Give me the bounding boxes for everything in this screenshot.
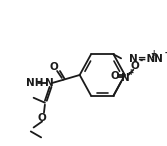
Text: +: + (127, 68, 134, 77)
Text: -: - (139, 56, 142, 65)
Text: O: O (110, 71, 119, 81)
Text: O: O (50, 62, 59, 72)
Text: N: N (121, 73, 130, 83)
Text: +: + (150, 49, 156, 58)
Text: N=N: N=N (129, 54, 155, 64)
Text: O: O (131, 61, 140, 71)
Text: :N: :N (150, 54, 163, 64)
Text: -: - (165, 49, 167, 58)
Text: N: N (45, 78, 54, 88)
Text: NH: NH (26, 78, 43, 88)
Text: O: O (38, 113, 46, 123)
